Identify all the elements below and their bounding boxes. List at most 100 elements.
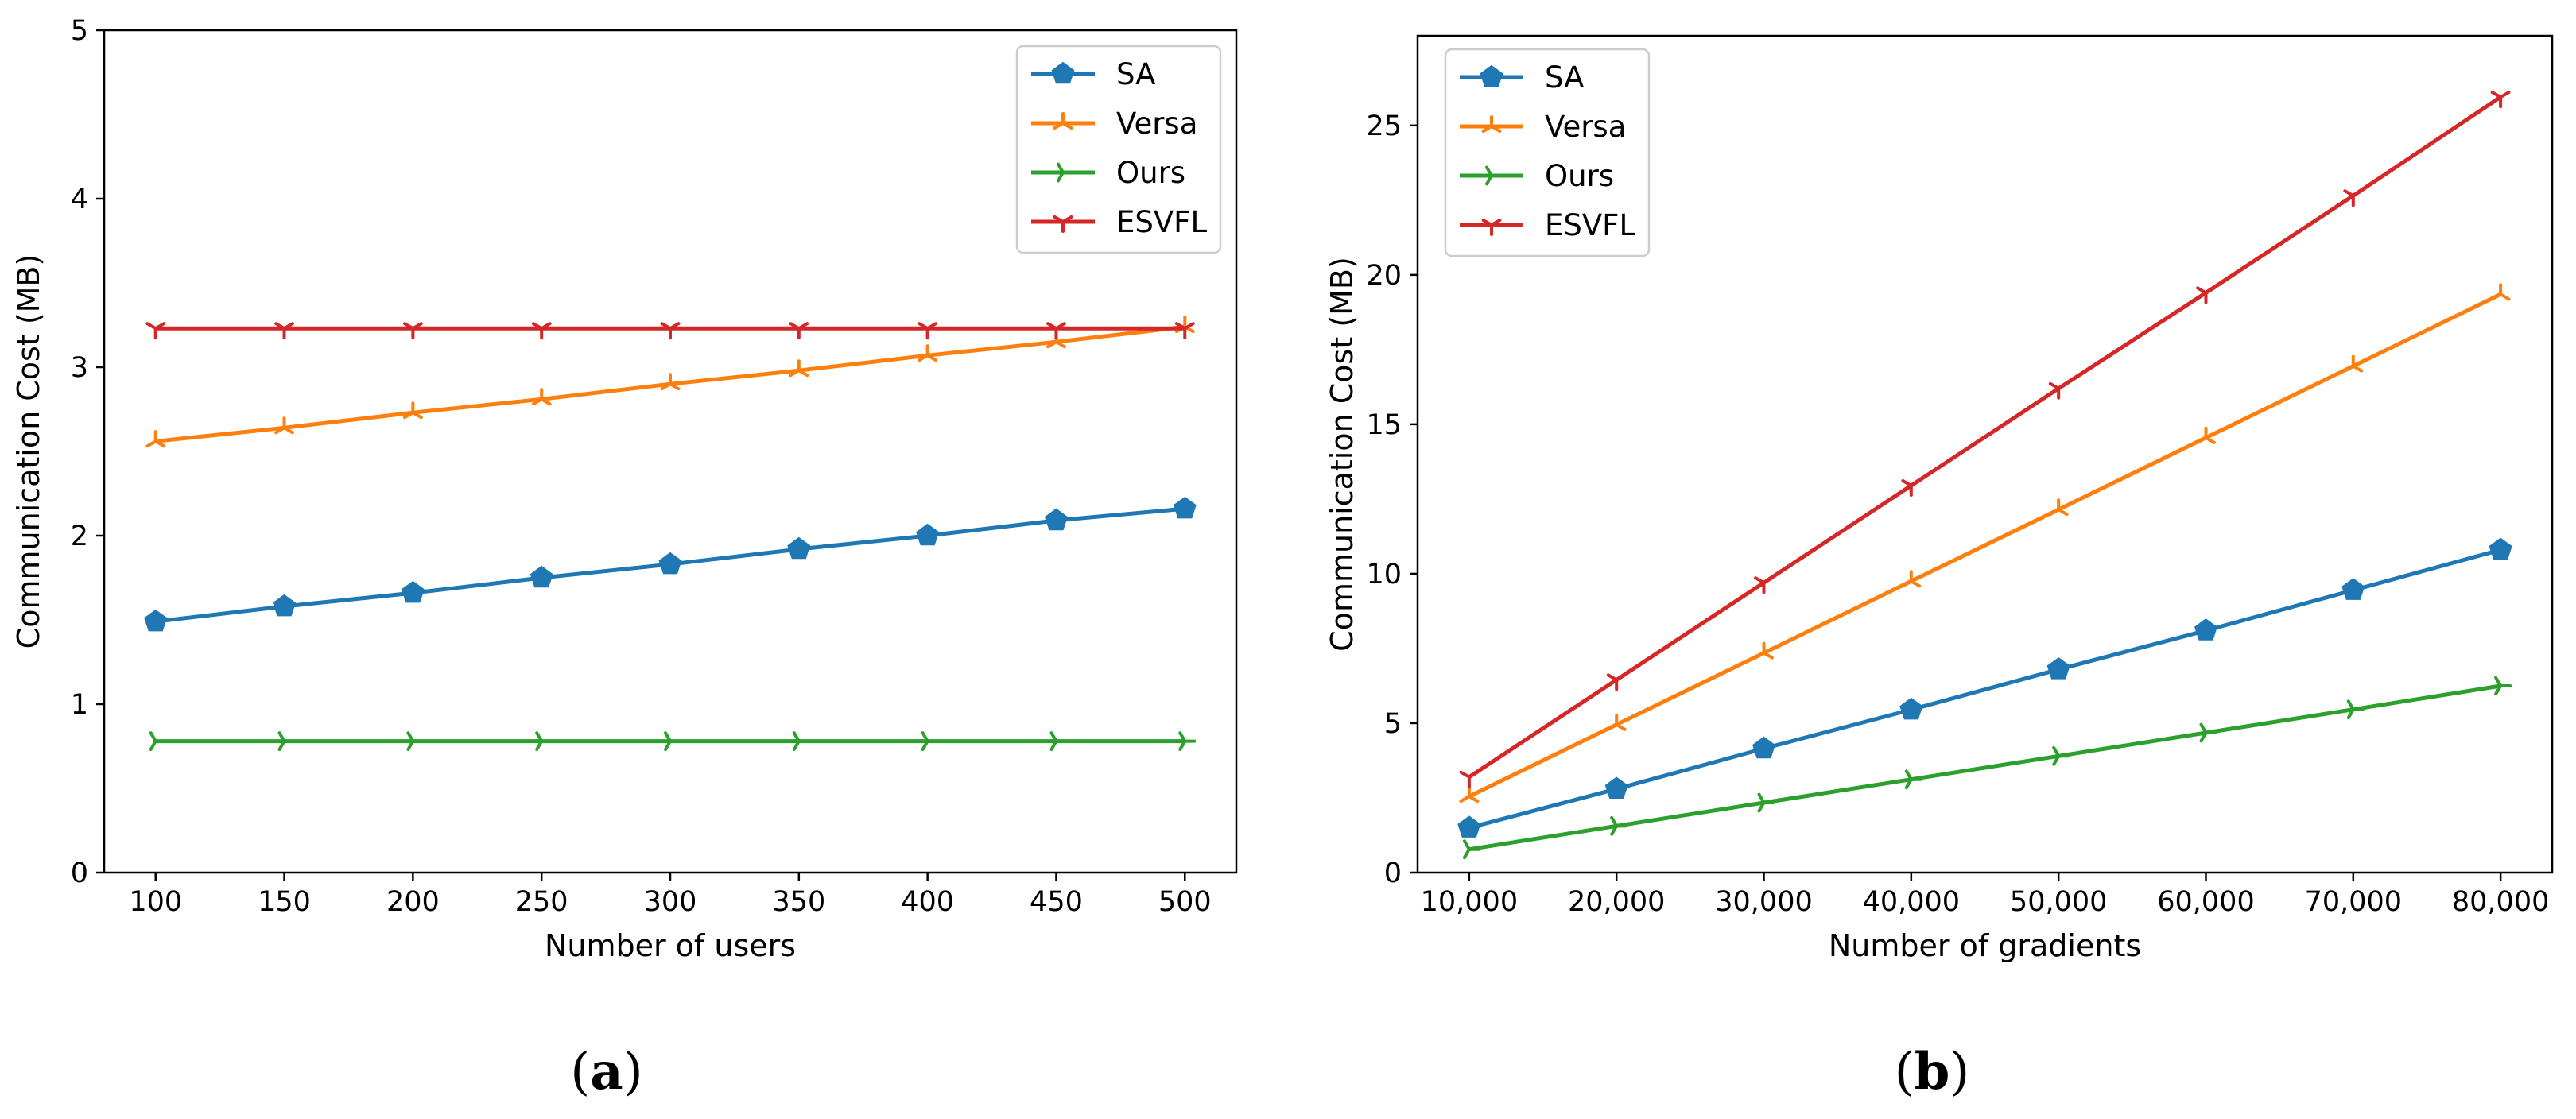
- legend-label-versa: Versa: [1116, 106, 1197, 141]
- data-point-versa: [145, 430, 166, 448]
- data-point-sa: [916, 523, 940, 546]
- data-point-ours: [921, 731, 939, 751]
- data-point-ours: [149, 731, 167, 751]
- x-axis-label: Number of users: [545, 928, 796, 963]
- data-point-versa: [403, 401, 423, 420]
- legend-marker-versa: [1053, 112, 1073, 130]
- data-point-ours: [1462, 839, 1480, 860]
- data-point-ours: [792, 731, 810, 751]
- data-point-ours: [1757, 792, 1775, 813]
- data-point-ours: [1049, 731, 1068, 751]
- data-point-sa: [1604, 776, 1628, 799]
- data-point-ours: [1178, 731, 1197, 751]
- data-point-ours: [277, 731, 296, 751]
- data-point-ours: [1610, 815, 1628, 836]
- legend-label-esvfl: ESVFL: [1545, 208, 1635, 242]
- data-point-sa: [273, 594, 297, 617]
- axes-frame: [1416, 34, 2554, 874]
- x-tick-label: 40,000: [1863, 886, 1960, 918]
- y-tick-label: 3: [71, 352, 88, 384]
- chart-a: 100 150 200 250 300 350 400 450 500 0 1 2 3 4 5 Number …: [11, 15, 1238, 1102]
- data-point-esvfl: [2343, 189, 2364, 207]
- data-point-ours: [2494, 676, 2512, 696]
- data-point-esvfl: [403, 322, 423, 340]
- data-point-versa: [660, 373, 681, 391]
- data-point-esvfl: [1459, 770, 1480, 788]
- x-tick-label: 80,000: [2452, 886, 2549, 918]
- data-point-sa: [530, 565, 553, 588]
- data-point-versa: [1606, 713, 1627, 731]
- data-point-esvfl: [1174, 322, 1195, 340]
- data-point-versa: [2048, 498, 2069, 517]
- x-tick-label: 350: [772, 886, 825, 918]
- data-point-sa: [401, 580, 425, 603]
- y-tick-label: 2: [71, 521, 88, 552]
- data-point-esvfl: [789, 322, 809, 340]
- legend-box: [1444, 48, 1651, 257]
- chart-b: 10,000 20,000 30,000 40,000 50,000 60,000 70,0…: [1325, 34, 2554, 1102]
- data-point-sa: [2046, 657, 2070, 680]
- data-point-esvfl: [918, 322, 937, 340]
- series-line-sa: [1468, 548, 2501, 831]
- data-point-sa: [1457, 815, 1481, 838]
- x-axis-label: Number of gradients: [1829, 928, 2141, 963]
- data-point-versa: [2490, 283, 2511, 301]
- x-tick-label: 200: [386, 886, 440, 918]
- panel-caption: (b): [1895, 1042, 1970, 1102]
- legend-marker-sa: [1051, 61, 1075, 84]
- y-tick-label: 20: [1366, 260, 1402, 292]
- legend-marker-esvfl: [1481, 219, 1502, 236]
- data-point-versa: [274, 416, 294, 435]
- legend: SA Versa Ours ESVFL: [1015, 45, 1222, 254]
- data-point-sa: [1752, 736, 1775, 759]
- x-tick-label: 10,000: [1421, 886, 1518, 918]
- data-point-sa: [2489, 537, 2512, 560]
- data-point-versa: [2196, 426, 2216, 444]
- x-tick-label: 500: [1158, 886, 1212, 918]
- data-point-sa: [787, 536, 811, 560]
- data-point-esvfl: [2196, 286, 2216, 304]
- x-tick-label: 300: [644, 886, 697, 918]
- data-point-esvfl: [660, 322, 681, 340]
- data-point-versa: [531, 388, 552, 406]
- x-tick-label: 250: [515, 886, 568, 918]
- data-point-esvfl: [2048, 381, 2069, 400]
- legend-marker-sa: [1480, 64, 1503, 87]
- y-tick-label: 5: [71, 15, 88, 47]
- legend-label-sa: SA: [1116, 57, 1155, 91]
- x-tick-label: 50,000: [2010, 886, 2107, 918]
- y-tick-label: 1: [71, 689, 88, 721]
- y-tick-label: 0: [71, 858, 88, 889]
- legend-marker-ours: [1485, 165, 1503, 186]
- data-point-versa: [789, 359, 809, 378]
- x-tick-label: 150: [258, 886, 311, 918]
- x-tick-label: 30,000: [1715, 886, 1812, 918]
- legend-marker-versa: [1481, 115, 1502, 133]
- data-point-esvfl: [1606, 673, 1627, 691]
- legend-label-esvfl: ESVFL: [1116, 205, 1207, 239]
- data-point-esvfl: [274, 322, 294, 340]
- y-tick-label: 15: [1366, 409, 1402, 441]
- legend: SA Versa Ours ESVFL: [1444, 48, 1651, 257]
- series-line-ours: [1468, 683, 2501, 852]
- data-point-sa: [2194, 618, 2217, 641]
- data-point-esvfl: [145, 322, 166, 340]
- data-point-versa: [1459, 785, 1480, 803]
- data-point-versa: [1754, 641, 1774, 660]
- data-point-esvfl: [1046, 322, 1066, 340]
- y-tick-label: 25: [1366, 110, 1402, 142]
- data-point-versa: [2343, 354, 2364, 373]
- x-tick-label: 450: [1030, 886, 1083, 918]
- y-tick-label: 0: [1384, 858, 1402, 889]
- legend-label-sa: SA: [1545, 60, 1584, 95]
- x-tick-label: 70,000: [2305, 886, 2402, 918]
- data-point-sa: [658, 552, 682, 575]
- data-point-esvfl: [2490, 91, 2511, 109]
- data-point-ours: [2199, 722, 2217, 743]
- legend-marker-ours: [1057, 162, 1074, 183]
- data-point-ours: [1904, 769, 1922, 790]
- y-tick-label: 5: [1384, 708, 1402, 740]
- data-point-sa: [1899, 697, 1923, 720]
- y-tick-label: 4: [71, 184, 88, 215]
